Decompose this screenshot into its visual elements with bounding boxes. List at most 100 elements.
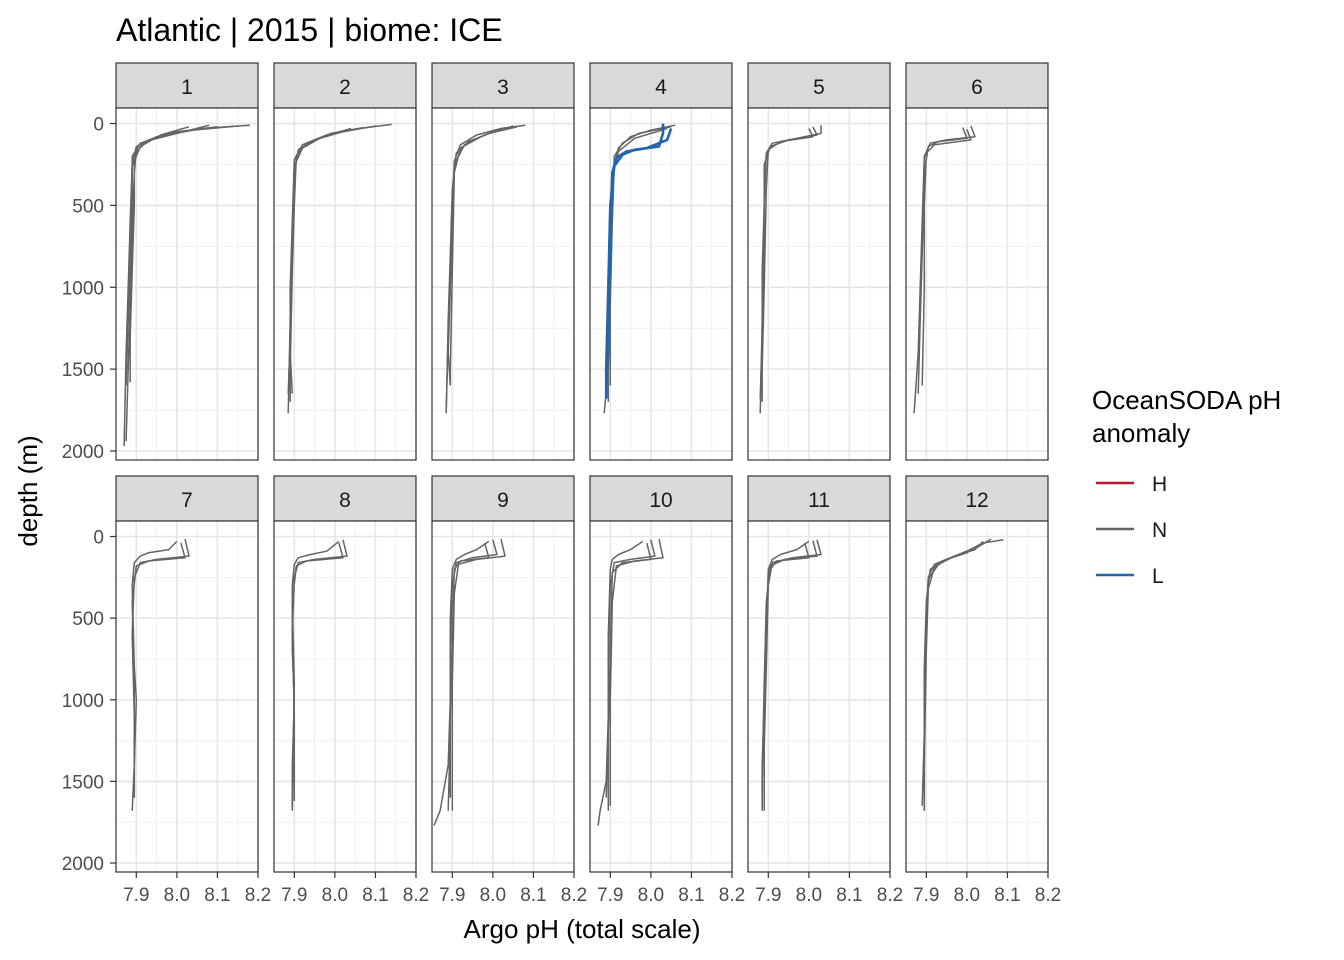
facet-panel: 9: [431, 475, 575, 873]
x-tick-label: 7.9: [597, 885, 623, 906]
facet-strip-label: 3: [497, 76, 509, 99]
panel-background: [116, 521, 258, 872]
panel-background: [432, 521, 574, 872]
y-tick-label: 0: [93, 528, 104, 549]
panel-background: [274, 521, 416, 872]
x-axis-label: Argo pH (total scale): [464, 914, 701, 944]
y-tick-label: 0: [93, 115, 104, 136]
x-tick-label: 7.9: [913, 885, 939, 906]
x-tick-label: 8.1: [994, 885, 1020, 906]
y-axis-label: depth (m): [13, 435, 43, 546]
panel-background: [432, 108, 574, 460]
facet-strip: [589, 62, 733, 109]
facet-strip-label: 4: [655, 76, 667, 99]
panel-border: [747, 520, 891, 873]
panel-border: [115, 520, 259, 873]
profile-line-L: [604, 128, 673, 396]
profile-line-N: [291, 542, 344, 808]
profile-line-N: [131, 542, 186, 790]
profile-line-N: [131, 540, 178, 811]
panel-background: [906, 521, 1048, 872]
x-tick-label: 8.1: [204, 885, 230, 906]
profile-line-N: [609, 538, 664, 806]
x-tick-label: 8.1: [678, 885, 704, 906]
x-tick-label: 8.0: [322, 885, 348, 906]
x-tick-label: 8.0: [480, 885, 506, 906]
facet-strip: [747, 475, 891, 522]
facet-panel: 2: [273, 62, 417, 461]
x-tick-label: 8.2: [245, 885, 271, 906]
y-tick-label: 1500: [62, 360, 104, 381]
facet-strip: [273, 62, 417, 109]
panel-background: [906, 108, 1048, 460]
facet-panel: 11: [747, 475, 891, 873]
facet-strip-label: 7: [181, 489, 193, 512]
facet-panel: 12: [905, 475, 1049, 873]
x-tick-label: 8.0: [954, 885, 980, 906]
x-tick-label: 8.2: [1035, 885, 1061, 906]
profile-line-N: [449, 126, 506, 386]
facet-panel: 4: [589, 62, 733, 461]
facet-strip-label: 2: [339, 76, 351, 99]
facet-panel: 5: [747, 62, 891, 461]
chart-title: Atlantic | 2015 | biome: ICE: [116, 12, 503, 48]
y-tick-label: 1000: [62, 278, 104, 299]
facet-strip: [273, 475, 417, 522]
x-tick-label: 8.1: [836, 885, 862, 906]
x-axis: 7.9 8.0 8.1 8.2 7.9 8.0 8.1 8.2 7.9 8.0 8.1 8.2 7.9 8…: [123, 872, 1061, 906]
profile-line-N: [287, 127, 352, 394]
facet-strip: [747, 62, 891, 109]
facet-strip: [431, 62, 575, 109]
profile-line-N: [129, 124, 210, 383]
y-tick-label: 1000: [62, 691, 104, 712]
facet-panel: 1: [115, 62, 259, 461]
panel-border: [115, 107, 259, 461]
facet-strip: [589, 475, 733, 522]
x-tick-label: 8.1: [362, 885, 388, 906]
x-tick-label: 8.2: [719, 885, 745, 906]
legend-title: anomaly: [1092, 418, 1190, 448]
profile-line-N: [763, 542, 810, 798]
profile-line-N: [761, 128, 814, 402]
facet-strip-label: 9: [497, 489, 509, 512]
panel-border: [905, 520, 1049, 873]
facet-strip-label: 11: [808, 489, 830, 512]
x-tick-label: 8.0: [796, 885, 822, 906]
panel-background: [274, 108, 416, 460]
panel-border: [589, 107, 733, 461]
y-tick-label: 500: [72, 196, 104, 217]
y-tick-label: 2000: [62, 854, 104, 875]
y-tick-label: 1500: [62, 772, 104, 793]
facet-strip: [905, 62, 1049, 109]
facet-panel: 3: [431, 62, 575, 461]
profile-line-N: [449, 542, 490, 798]
x-tick-label: 7.9: [123, 885, 149, 906]
legend-title: OceanSODA pH: [1092, 385, 1281, 415]
legend-label: N: [1152, 519, 1167, 542]
facet-panels: 1 2 3 4 5 67 8 9 10 11 12: [115, 62, 1049, 873]
facet-strip-label: 1: [181, 76, 193, 99]
facet-strip-label: 8: [339, 489, 351, 512]
panel-border: [431, 520, 575, 873]
x-tick-label: 7.9: [281, 885, 307, 906]
panel-background: [748, 521, 890, 872]
panel-border: [431, 107, 575, 461]
x-tick-label: 8.1: [520, 885, 546, 906]
profile-line-N: [433, 540, 490, 826]
facet-strip: [431, 475, 575, 522]
panel-border: [273, 520, 417, 873]
x-tick-label: 8.2: [403, 885, 429, 906]
facet-strip: [115, 475, 259, 522]
facet-strip-label: 12: [965, 489, 988, 512]
x-tick-label: 8.0: [164, 885, 190, 906]
facet-panel: 7: [115, 475, 259, 873]
facet-strip-label: 5: [813, 76, 825, 99]
x-tick-label: 8.2: [877, 885, 903, 906]
profile-line-N: [125, 126, 190, 386]
x-tick-label: 8.2: [561, 885, 587, 906]
facet-strip-label: 6: [971, 76, 983, 99]
facet-panel: 10: [589, 475, 733, 873]
facet-strip-label: 10: [649, 489, 672, 512]
